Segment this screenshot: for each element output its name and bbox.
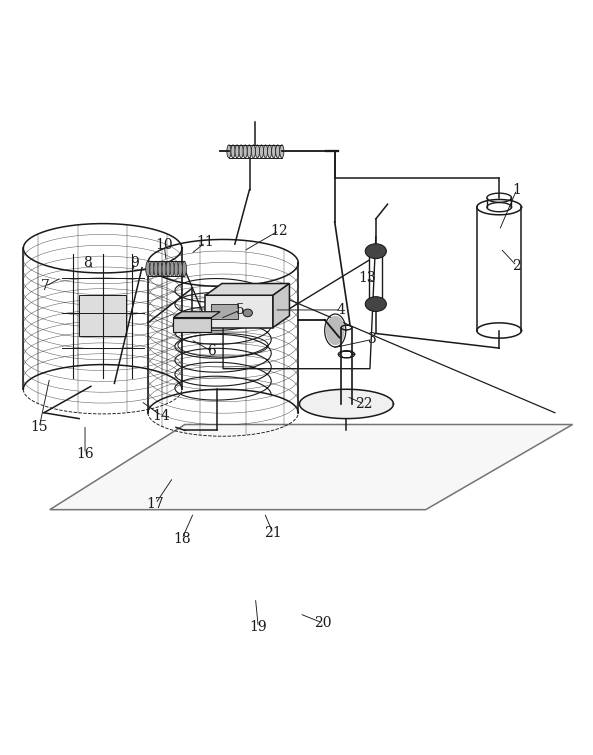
Ellipse shape xyxy=(162,261,166,276)
Ellipse shape xyxy=(154,261,158,276)
Polygon shape xyxy=(299,390,393,418)
Ellipse shape xyxy=(146,261,150,276)
Text: 19: 19 xyxy=(250,620,267,634)
Polygon shape xyxy=(205,284,289,295)
Text: 6: 6 xyxy=(207,344,216,358)
Ellipse shape xyxy=(267,145,272,158)
Ellipse shape xyxy=(227,145,231,158)
Text: 14: 14 xyxy=(152,408,170,423)
Polygon shape xyxy=(173,312,220,318)
Text: 1: 1 xyxy=(512,183,521,196)
Ellipse shape xyxy=(243,145,247,158)
Ellipse shape xyxy=(365,297,387,312)
Text: 17: 17 xyxy=(146,497,164,511)
Ellipse shape xyxy=(243,309,253,316)
Ellipse shape xyxy=(263,145,267,158)
Text: 5: 5 xyxy=(237,303,245,317)
Ellipse shape xyxy=(231,145,235,158)
Text: 8: 8 xyxy=(84,256,93,270)
Text: 10: 10 xyxy=(155,239,173,252)
Text: 21: 21 xyxy=(264,526,282,540)
Text: 4: 4 xyxy=(336,303,345,317)
Text: 7: 7 xyxy=(41,279,49,294)
Ellipse shape xyxy=(150,261,154,276)
Polygon shape xyxy=(173,318,211,332)
Polygon shape xyxy=(326,316,345,345)
Ellipse shape xyxy=(166,261,170,276)
Polygon shape xyxy=(205,295,273,328)
Ellipse shape xyxy=(247,145,251,158)
Ellipse shape xyxy=(239,145,243,158)
Ellipse shape xyxy=(259,145,263,158)
Text: 22: 22 xyxy=(355,397,373,411)
Text: 3: 3 xyxy=(368,332,377,347)
Ellipse shape xyxy=(256,145,260,158)
Ellipse shape xyxy=(276,145,280,158)
Polygon shape xyxy=(79,295,126,337)
Ellipse shape xyxy=(174,261,178,276)
Text: 16: 16 xyxy=(76,447,94,461)
Ellipse shape xyxy=(178,261,182,276)
Polygon shape xyxy=(50,424,573,510)
Polygon shape xyxy=(211,304,238,319)
Ellipse shape xyxy=(280,145,284,158)
Ellipse shape xyxy=(235,145,239,158)
Text: 20: 20 xyxy=(314,616,331,630)
Text: 9: 9 xyxy=(130,256,139,270)
Polygon shape xyxy=(273,284,289,328)
Text: 12: 12 xyxy=(270,223,288,238)
Ellipse shape xyxy=(182,261,186,276)
Ellipse shape xyxy=(251,145,256,158)
Text: 11: 11 xyxy=(196,236,214,249)
Ellipse shape xyxy=(158,261,162,276)
Ellipse shape xyxy=(170,261,174,276)
Text: 15: 15 xyxy=(30,421,48,434)
Text: 13: 13 xyxy=(358,270,376,285)
Text: 2: 2 xyxy=(512,259,521,273)
Ellipse shape xyxy=(365,244,387,259)
Text: 18: 18 xyxy=(173,532,191,546)
Ellipse shape xyxy=(272,145,276,158)
